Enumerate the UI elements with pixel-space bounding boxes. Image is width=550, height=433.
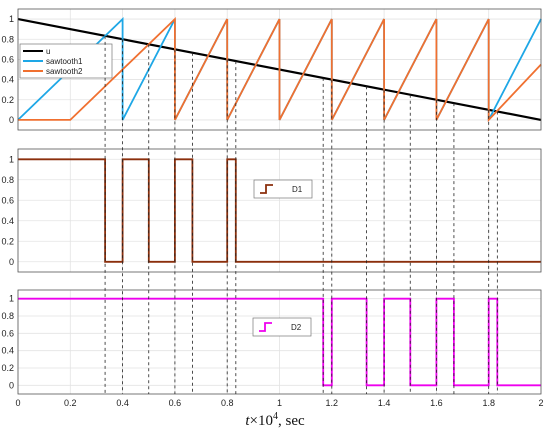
x-tick-label: 0.6: [169, 398, 182, 408]
x-tick-label: 0: [15, 398, 20, 408]
x-tick-label: 1: [277, 398, 282, 408]
y-tick-label: 0.6: [1, 328, 14, 338]
panel-middle: 0 0.2 0.4 0.6 0.8 1 D1: [1, 148, 542, 273]
y-tick-label: 0.6: [1, 195, 14, 205]
y-tick-label: 0.4: [1, 346, 14, 356]
y-tick-label: 1: [9, 14, 14, 24]
y-tick-label: 0.8: [1, 34, 14, 44]
x-tick-label: 1.6: [430, 398, 443, 408]
legend-label-sawtooth2: sawtooth2: [46, 67, 83, 76]
y-tick-label: 0.4: [1, 216, 14, 226]
x-tick-label: 0.4: [116, 398, 129, 408]
x-tick-label: 2: [538, 398, 543, 408]
legend-box: [253, 179, 313, 199]
x-axis-label: t×104, sec: [245, 411, 305, 429]
y-tick-label: 0.4: [1, 75, 14, 85]
plot-frame: [17, 289, 542, 395]
y-tick-label: 0.2: [1, 363, 14, 373]
y-tick-label: 0.8: [1, 175, 14, 185]
legend-swatch-D2: [259, 322, 272, 332]
panel-bottom: 0 0.2 0.4 0.6 0.8 1 0 0.2 0.4 0.6 0.8 1 1.2 1.4 1.6 1.8…: [1, 289, 544, 408]
legend-label-D2: D2: [291, 323, 302, 332]
y-tick-label: 0.2: [1, 236, 14, 246]
y-tick-label: 1: [9, 294, 14, 304]
legend-label-sawtooth1: sawtooth1: [46, 57, 83, 66]
plot-frame: [17, 148, 542, 273]
y-tick-label: 0.8: [1, 311, 14, 321]
legend-label-D1: D1: [292, 185, 303, 194]
legend-box: [252, 317, 312, 337]
y-tick-label: 0: [9, 257, 14, 267]
y-tick-label: 0: [9, 380, 14, 390]
y-tick-label: 0.6: [1, 54, 14, 64]
crossing-markers: [104, 35, 498, 394]
legend-swatch-D1: [260, 184, 273, 194]
y-tick-label: 1: [9, 154, 14, 164]
x-tick-label: 1.8: [482, 398, 495, 408]
plot-frame: [17, 8, 542, 131]
x-tick-label: 1.4: [378, 398, 391, 408]
x-tick-label: 1.2: [326, 398, 339, 408]
x-tick-label: 0.2: [64, 398, 77, 408]
series-D1: [18, 158, 541, 263]
y-tick-label: 0.2: [1, 95, 14, 105]
y-tick-label: 0: [9, 115, 14, 125]
legend-label-u: u: [46, 47, 50, 56]
x-tick-label: 0.8: [221, 398, 234, 408]
